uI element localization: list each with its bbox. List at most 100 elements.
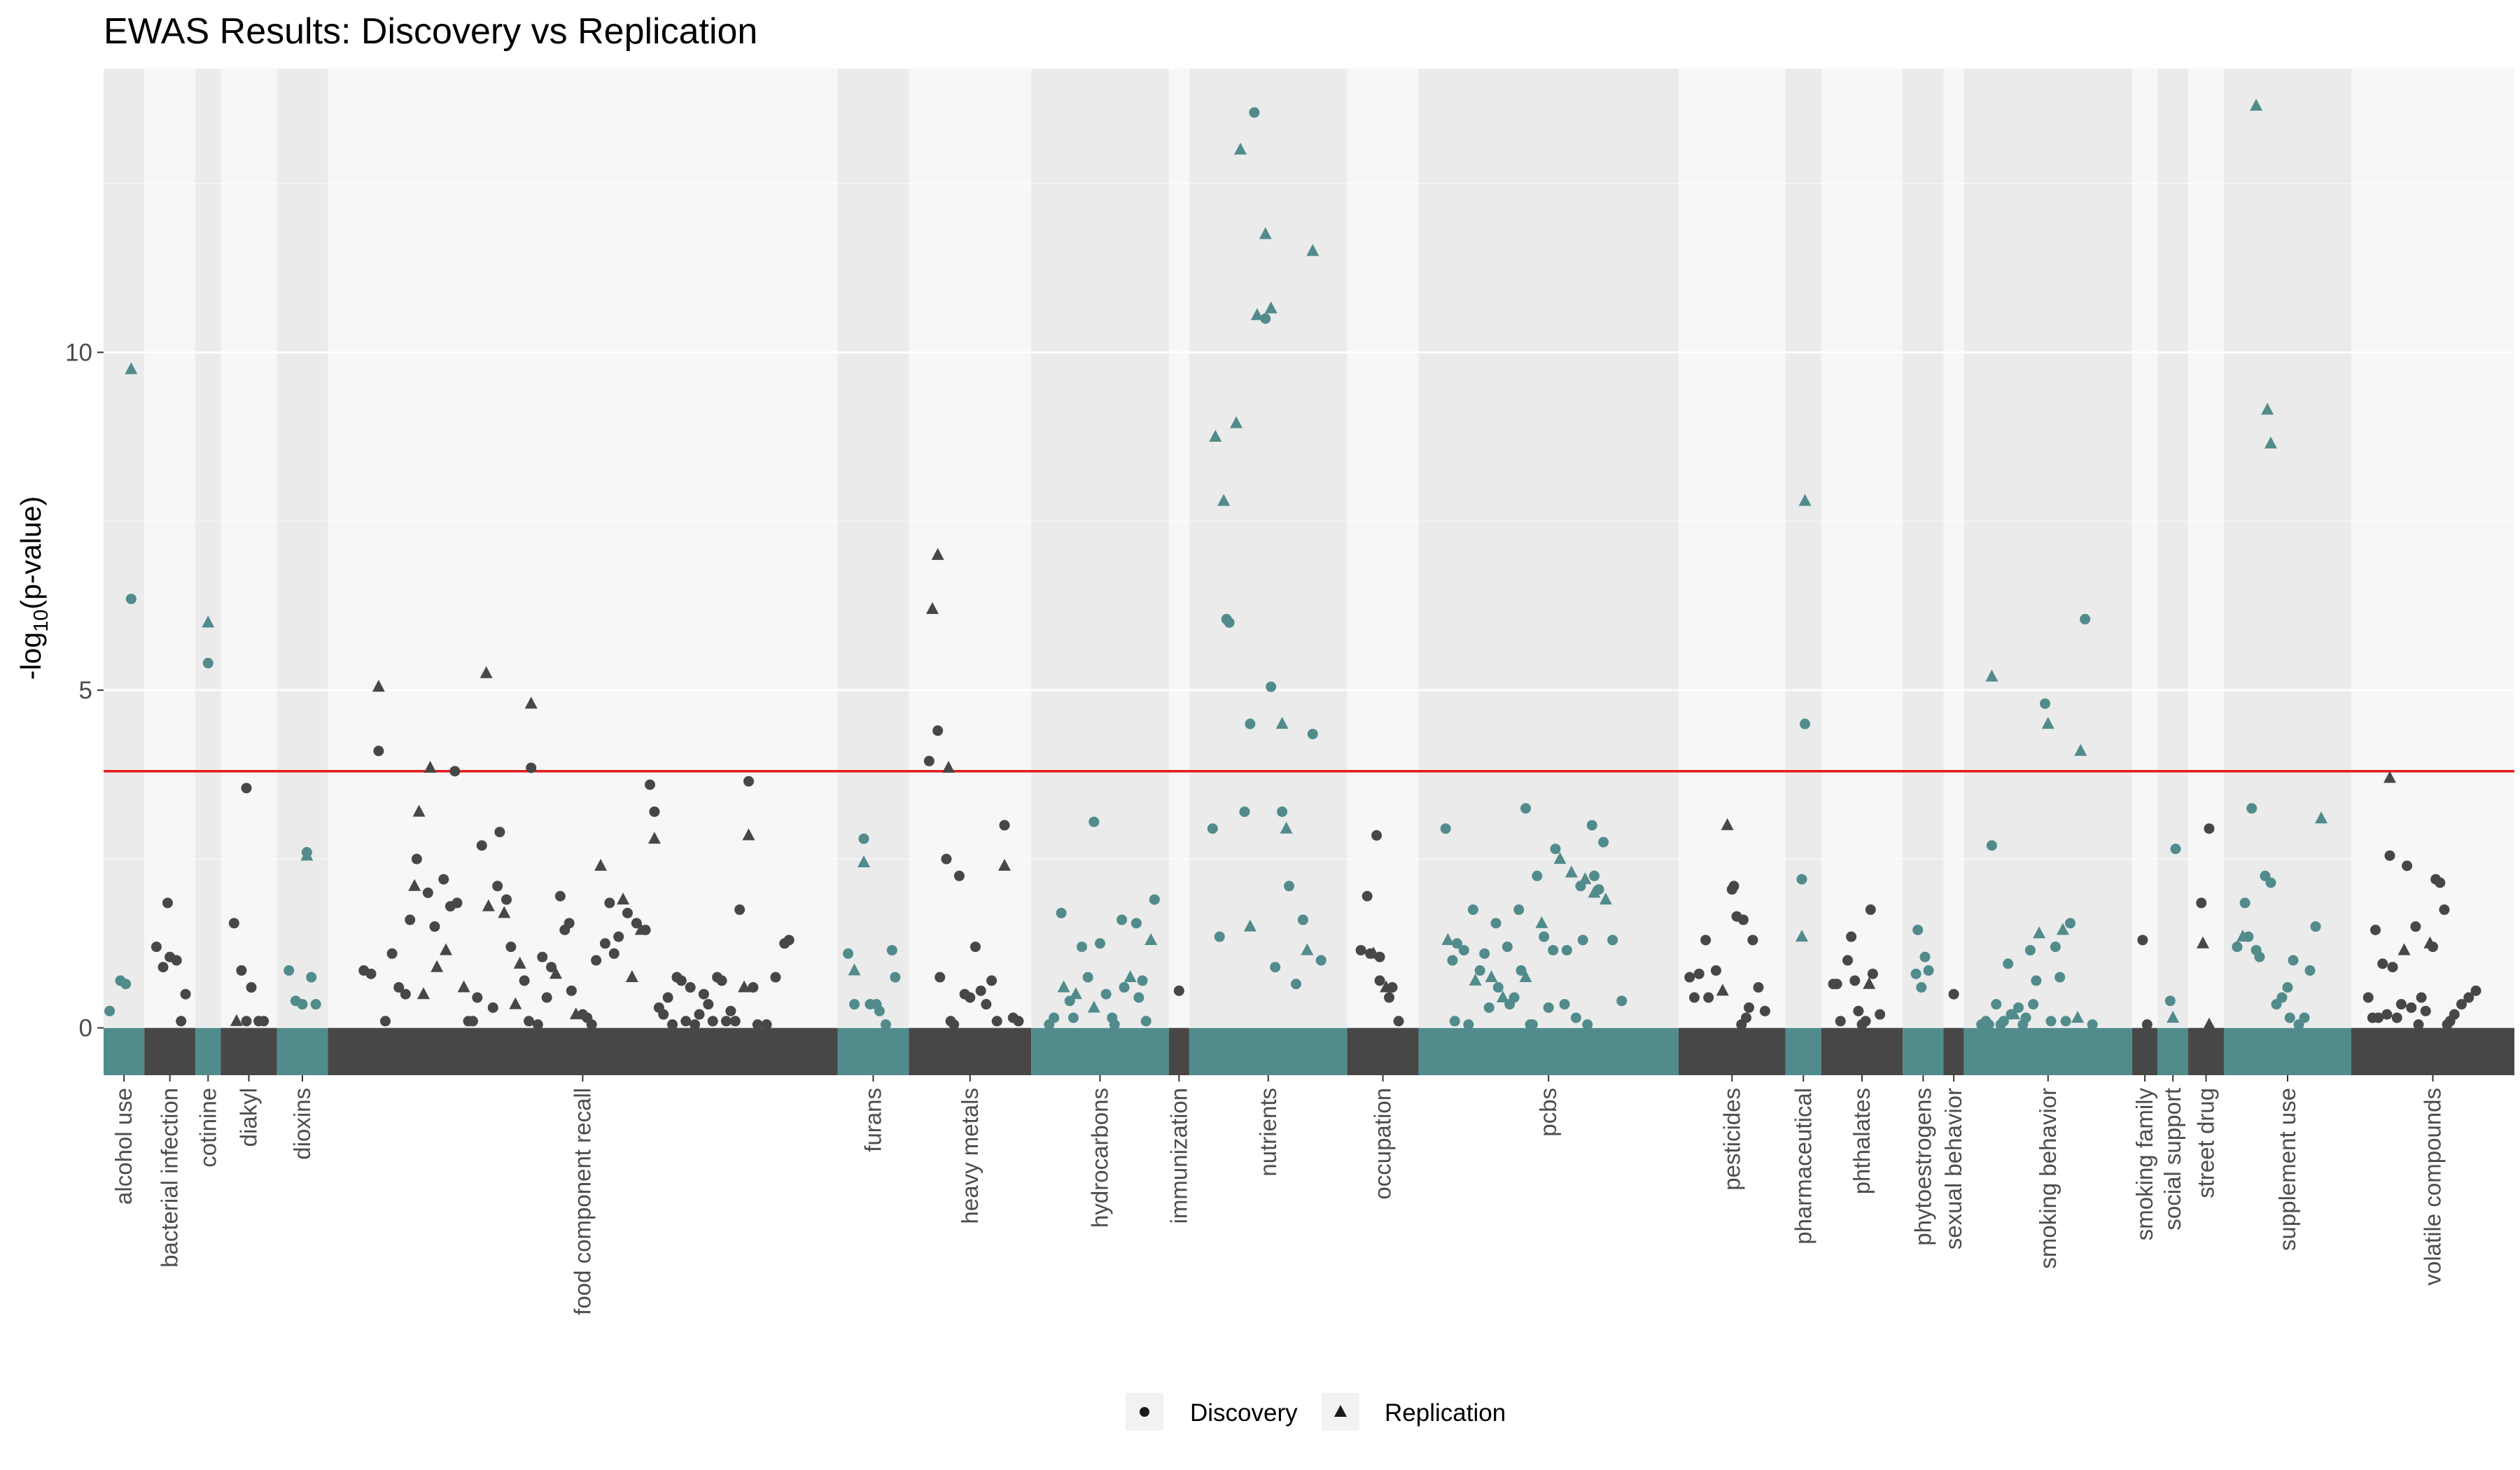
discovery-point <box>2170 844 2181 855</box>
replication-point <box>498 906 511 918</box>
replication-point <box>300 848 314 861</box>
replication-point <box>1264 301 1278 314</box>
discovery-point <box>393 982 405 993</box>
replication-point <box>430 960 444 972</box>
discovery-point <box>2243 931 2254 942</box>
discovery-point <box>180 988 191 1000</box>
discovery-point <box>176 1016 187 1027</box>
discovery-point <box>202 657 214 668</box>
replication-point <box>440 943 453 955</box>
discovery-point <box>640 925 651 936</box>
replication-point <box>1280 821 1293 834</box>
discovery-point <box>1759 1005 1770 1016</box>
category-label: social support <box>2160 1088 2185 1231</box>
discovery-point <box>1800 718 1811 729</box>
discovery-point <box>843 948 854 959</box>
discovery-point <box>2428 941 2439 953</box>
discovery-point <box>2288 955 2299 966</box>
discovery-point <box>1049 1012 1060 1023</box>
discovery-point <box>1315 955 1326 966</box>
discovery-point <box>1570 1012 1581 1023</box>
discovery-point <box>676 975 687 986</box>
category-label: immunization <box>1166 1088 1191 1224</box>
discovery-point <box>658 1009 669 1020</box>
category-bar <box>104 1028 145 1075</box>
replication-point <box>1599 892 1612 905</box>
discovery-point <box>1593 884 1604 895</box>
discovery-point <box>2410 921 2421 932</box>
category-bands <box>104 69 2514 1075</box>
discovery-point <box>1539 931 1550 942</box>
discovery-point <box>1853 1005 1864 1016</box>
discovery-point <box>2239 897 2250 909</box>
discovery-point <box>1689 992 1700 1003</box>
discovery-point <box>1520 803 1532 814</box>
replication-point <box>1144 932 1158 945</box>
discovery-point <box>1387 982 1398 993</box>
replication-point <box>1217 493 1231 506</box>
discovery-point <box>2024 944 2036 955</box>
discovery-point <box>386 948 398 959</box>
discovery-point <box>2087 1019 2098 1030</box>
category-label: pharmaceutical <box>1790 1088 1816 1245</box>
replication-point <box>848 963 861 976</box>
discovery-point <box>2060 1016 2071 1027</box>
discovery-point <box>685 982 696 993</box>
category-bar <box>220 1028 277 1075</box>
discovery-point <box>752 1019 763 1030</box>
category-label: alcohol use <box>111 1088 136 1205</box>
category-label: pesticides <box>1718 1088 1744 1191</box>
replication-point <box>2250 99 2263 111</box>
discovery-point <box>1277 806 1288 818</box>
discovery-point <box>241 1016 252 1027</box>
discovery-point <box>1239 806 1250 818</box>
discovery-point <box>2310 921 2321 932</box>
discovery-point <box>1384 992 1395 1003</box>
discovery-point <box>1393 1016 1404 1027</box>
replication-point <box>408 878 421 891</box>
discovery-point <box>748 982 759 993</box>
discovery-point <box>1297 914 1308 925</box>
discovery-point <box>1550 844 1561 855</box>
discovery-point <box>2439 904 2450 916</box>
discovery-point <box>2003 958 2014 969</box>
discovery-point <box>1684 972 1695 983</box>
category-band <box>104 69 145 1075</box>
discovery-point <box>1307 729 1318 740</box>
discovery-point <box>1056 907 1067 918</box>
discovery-point <box>2449 1009 2460 1020</box>
discovery-point <box>1912 925 1924 936</box>
replication-point <box>742 828 755 841</box>
category-label: smoking family <box>2132 1088 2157 1241</box>
discovery-point <box>1582 1019 1593 1030</box>
replication-point <box>1795 930 1809 942</box>
discovery-point <box>429 921 440 932</box>
replication-point <box>617 892 630 905</box>
category-label: furans <box>860 1088 886 1152</box>
y-axis-title-subscript: 10 <box>30 610 52 632</box>
discovery-point <box>537 951 548 962</box>
category-bar <box>144 1028 196 1075</box>
replication-point <box>1798 493 1812 506</box>
discovery-point <box>981 999 992 1010</box>
discovery-point <box>365 968 377 979</box>
replication-point <box>1985 669 1998 682</box>
discovery-point <box>1796 874 1807 885</box>
category-bar <box>1785 1028 1821 1075</box>
discovery-point <box>1561 944 1572 955</box>
discovery-point <box>1149 894 1160 905</box>
replication-point <box>2056 923 2069 935</box>
legend-label-discovery: Discovery <box>1190 1399 1298 1427</box>
discovery-point <box>1532 870 1543 881</box>
discovery-point <box>645 779 656 790</box>
replication-point <box>1721 818 1734 830</box>
discovery-point <box>890 972 901 983</box>
discovery-point <box>1502 941 1513 953</box>
discovery-point <box>1835 1016 1846 1027</box>
category-labels: alcohol use bacterial infection cotinine di… <box>111 1075 2446 1315</box>
discovery-point <box>1508 992 1520 1003</box>
discovery-point <box>1842 955 1854 966</box>
replication-point <box>457 980 470 993</box>
discovery-point <box>1116 914 1128 925</box>
